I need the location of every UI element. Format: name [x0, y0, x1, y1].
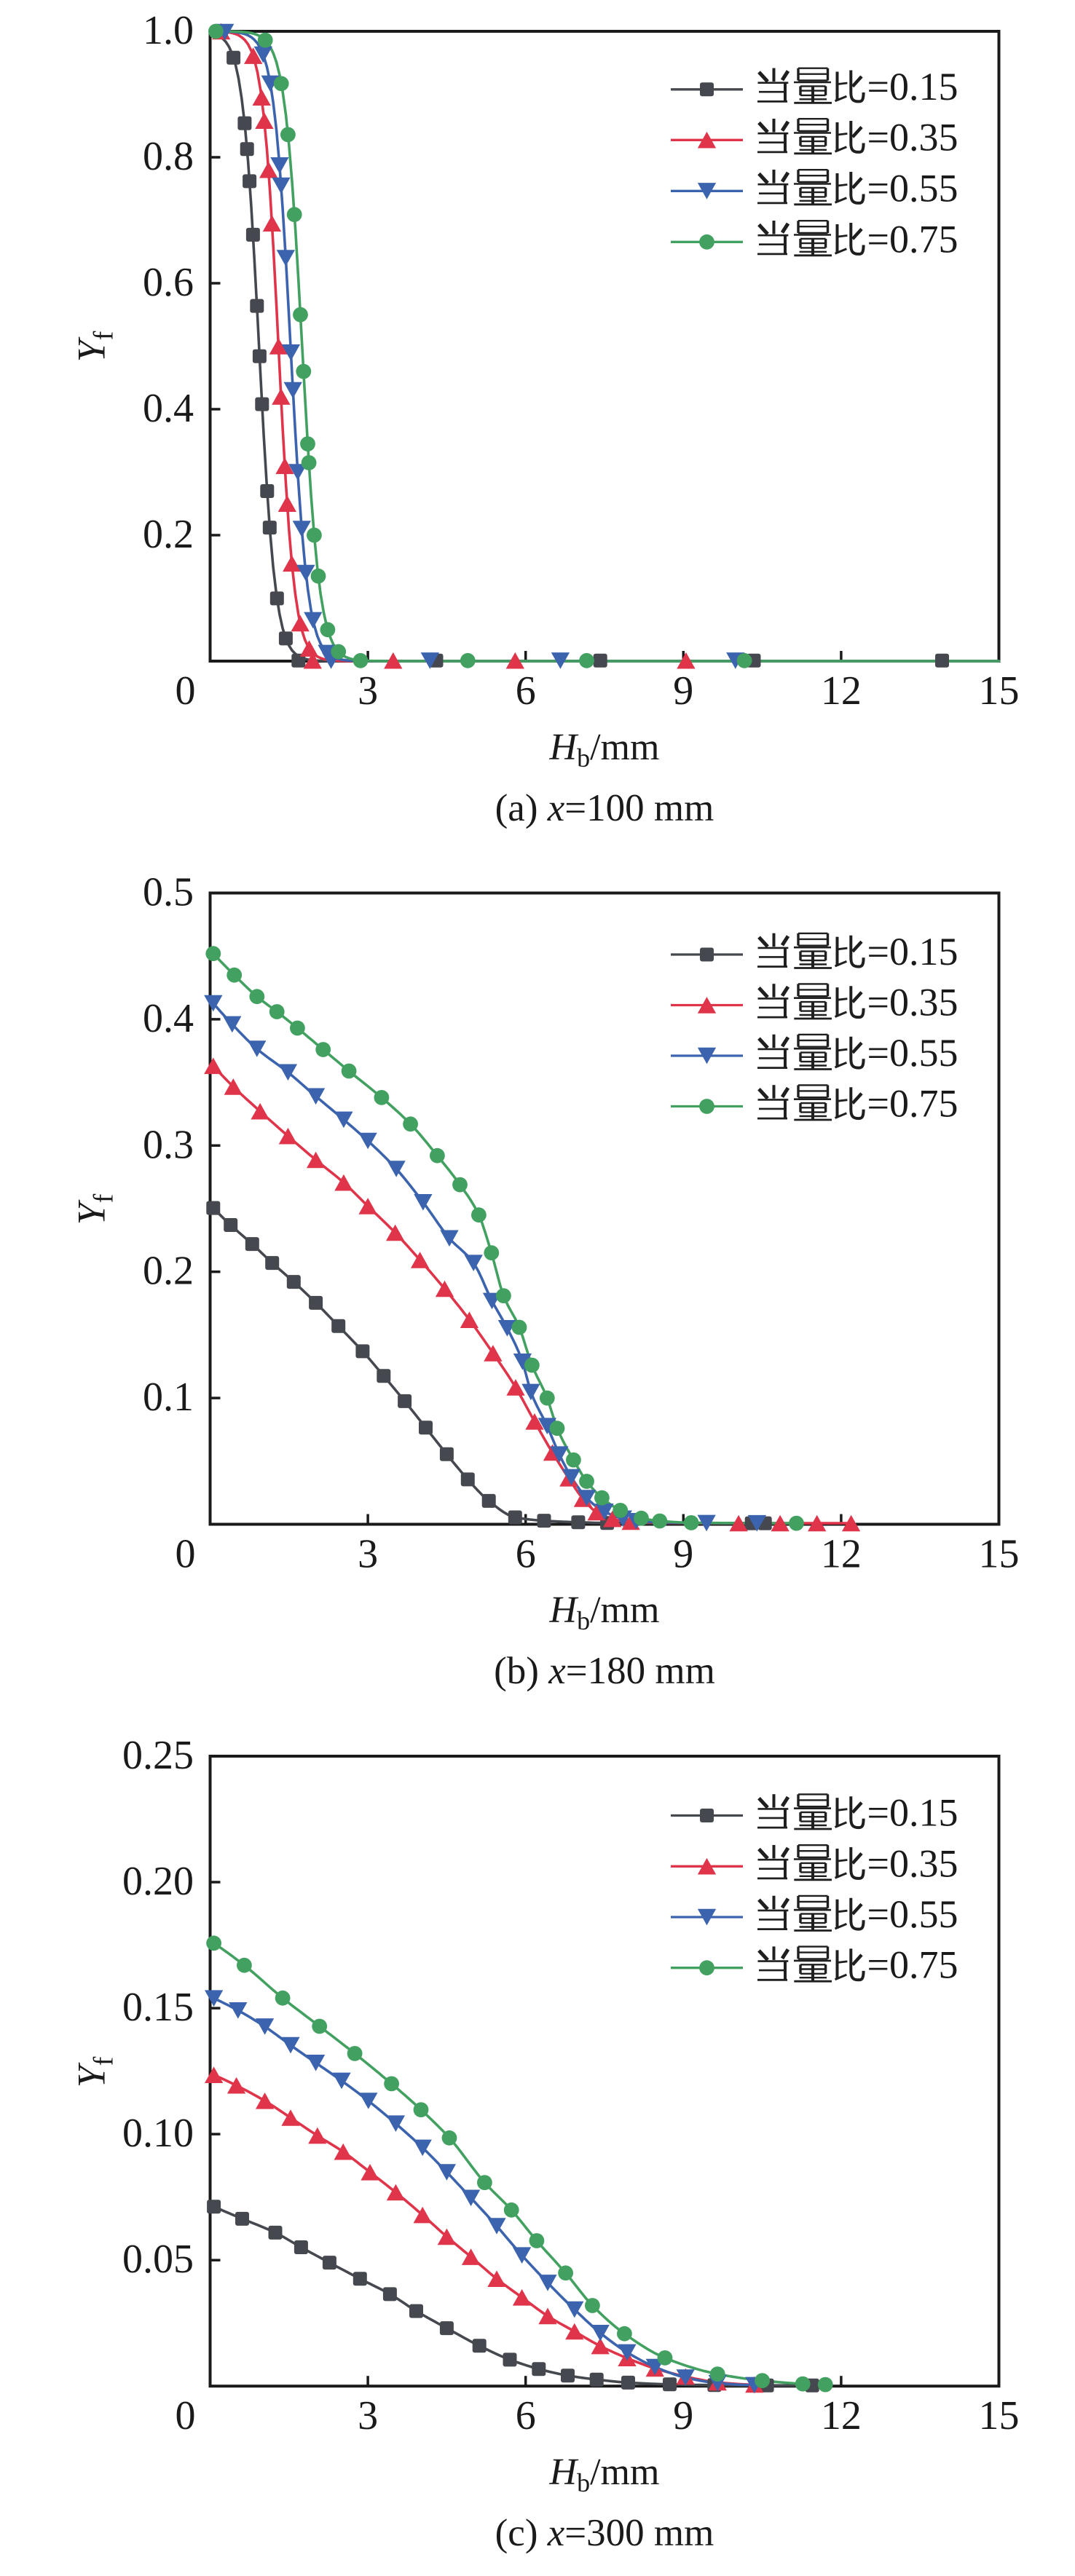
- svg-text:=0.35: =0.35: [867, 981, 958, 1024]
- svg-text:0: 0: [176, 1532, 196, 1577]
- svg-text:12: 12: [821, 668, 862, 714]
- svg-text:0.10: 0.10: [122, 2111, 194, 2156]
- svg-text:0.4: 0.4: [143, 386, 194, 431]
- svg-text:=0.75: =0.75: [867, 217, 958, 261]
- svg-text:0: 0: [176, 668, 196, 714]
- svg-text:6: 6: [516, 2393, 536, 2438]
- svg-text:=0.75: =0.75: [867, 1082, 958, 1126]
- svg-text:0.2: 0.2: [143, 1249, 194, 1294]
- svg-text:0.15: 0.15: [122, 1985, 194, 2030]
- svg-text:0.3: 0.3: [143, 1122, 194, 1167]
- svg-text:=0.35: =0.35: [867, 1841, 958, 1885]
- svg-text:9: 9: [673, 1532, 693, 1577]
- svg-text:Yf: Yf: [70, 2056, 119, 2087]
- svg-text:1.0: 1.0: [143, 8, 194, 53]
- svg-text:15: 15: [979, 2393, 1020, 2438]
- svg-text:Hb/mm: Hb/mm: [549, 2451, 660, 2497]
- svg-text:0.8: 0.8: [143, 134, 194, 179]
- svg-text:0.6: 0.6: [143, 260, 194, 305]
- svg-text:(a) x=100 mm: (a) x=100 mm: [495, 787, 714, 829]
- svg-text:0: 0: [176, 2393, 196, 2438]
- svg-text:6: 6: [516, 1532, 536, 1577]
- svg-text:=0.75: =0.75: [867, 1943, 958, 1987]
- svg-text:Yf: Yf: [70, 331, 119, 362]
- svg-text:Hb/mm: Hb/mm: [549, 727, 660, 773]
- svg-text:12: 12: [821, 2393, 862, 2438]
- svg-text:=0.55: =0.55: [867, 166, 958, 210]
- svg-text:9: 9: [673, 668, 693, 714]
- svg-text:3: 3: [358, 668, 378, 714]
- svg-text:=0.15: =0.15: [867, 65, 958, 108]
- svg-text:15: 15: [979, 1532, 1020, 1577]
- svg-text:=0.55: =0.55: [867, 1892, 958, 1936]
- svg-text:0.20: 0.20: [122, 1859, 194, 1904]
- svg-text:6: 6: [516, 668, 536, 714]
- svg-text:0.5: 0.5: [143, 870, 194, 915]
- svg-text:=0.15: =0.15: [867, 1791, 958, 1835]
- svg-text:Yf: Yf: [70, 1193, 119, 1225]
- svg-text:=0.15: =0.15: [867, 930, 958, 973]
- svg-text:(b) x=180 mm: (b) x=180 mm: [494, 1650, 715, 1692]
- svg-text:(c) x=300 mm: (c) x=300 mm: [495, 2512, 714, 2554]
- svg-text:12: 12: [821, 1532, 862, 1577]
- svg-text:=0.55: =0.55: [867, 1031, 958, 1075]
- svg-text:0.1: 0.1: [143, 1375, 194, 1420]
- svg-text:0.2: 0.2: [143, 512, 194, 557]
- svg-text:3: 3: [358, 2393, 378, 2438]
- svg-text:Hb/mm: Hb/mm: [549, 1589, 660, 1635]
- svg-text:0.25: 0.25: [122, 1733, 194, 1778]
- svg-text:0.4: 0.4: [143, 996, 194, 1041]
- svg-text:3: 3: [358, 1532, 378, 1577]
- svg-text:=0.35: =0.35: [867, 115, 958, 159]
- svg-text:9: 9: [673, 2393, 693, 2438]
- svg-text:15: 15: [979, 668, 1020, 714]
- svg-text:0.05: 0.05: [122, 2237, 194, 2282]
